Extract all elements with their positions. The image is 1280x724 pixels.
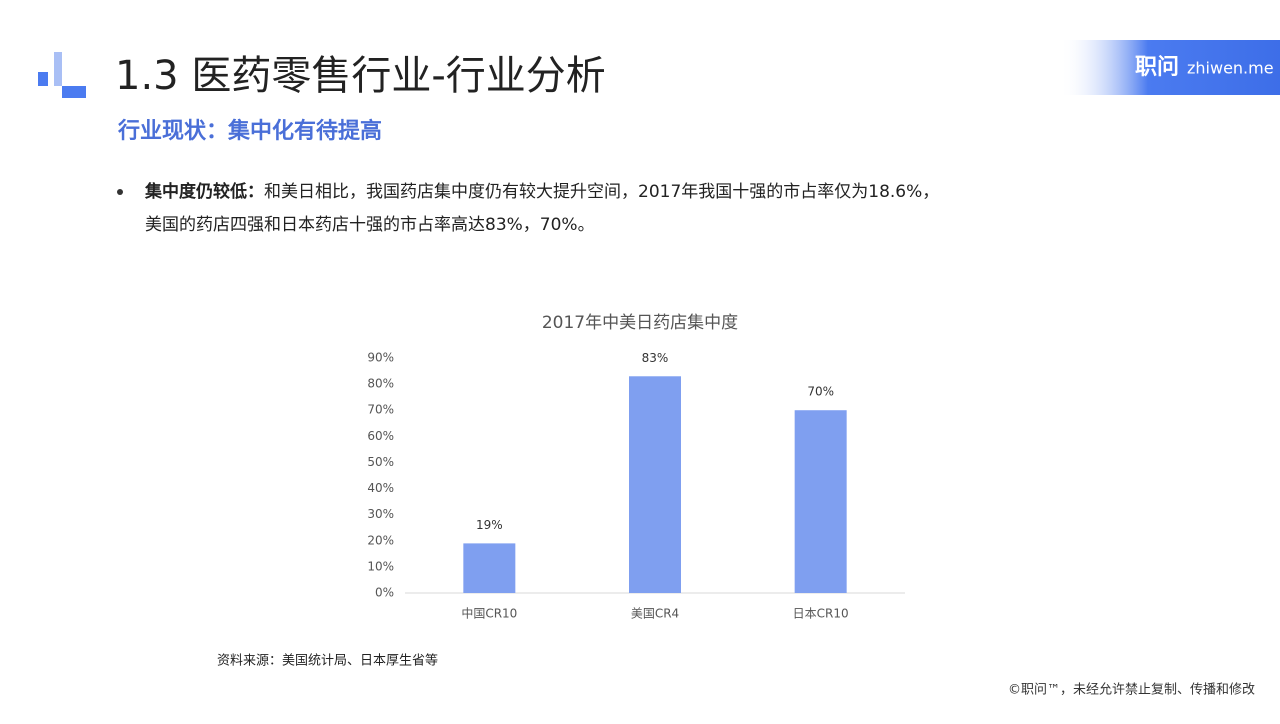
y-tick-label: 30% bbox=[367, 507, 394, 521]
y-tick-label: 90% bbox=[367, 351, 394, 365]
y-tick-label: 70% bbox=[367, 403, 394, 417]
y-tick-label: 50% bbox=[367, 455, 394, 469]
bar bbox=[794, 410, 847, 593]
slide-title: 1.3 医药零售行业-行业分析 bbox=[115, 53, 606, 99]
x-tick-label: 日本CR10 bbox=[793, 607, 849, 621]
slide-subtitle: 行业现状：集中化有待提高 bbox=[117, 118, 382, 144]
bar bbox=[629, 376, 681, 593]
y-tick-label: 20% bbox=[367, 533, 394, 547]
bullet-lead: 集中度仍较低： bbox=[144, 181, 264, 202]
data-label: 19% bbox=[476, 518, 503, 532]
x-tick-label: 中国CR10 bbox=[461, 606, 517, 621]
bullet-text: 美国的药店四强和日本药店十强的市占率高达83%，70%。 bbox=[145, 215, 595, 235]
data-label: 70% bbox=[807, 385, 834, 399]
brand-url: zhiwen.me bbox=[1187, 59, 1274, 78]
footer: ©职问™，未经允许禁止复制、传播和修改 bbox=[1008, 682, 1255, 698]
brand: 职问 bbox=[1135, 55, 1179, 80]
bullet-text: 和美日相比，我国药店集中度仍有较大提升空间，2017年我国十强的市占率仅为18.… bbox=[264, 182, 939, 202]
brand-banner bbox=[1060, 40, 1280, 95]
chart-title: 2017年中美日药店集中度 bbox=[542, 313, 738, 333]
y-tick-label: 0% bbox=[375, 586, 394, 600]
y-tick-label: 60% bbox=[367, 429, 394, 443]
data-label: 83% bbox=[642, 351, 669, 365]
bar bbox=[463, 543, 516, 593]
bullet-line: 集中度仍较低：和美日相比，我国药店集中度仍有较大提升空间，2017年我国十强的市… bbox=[144, 181, 939, 202]
y-tick-label: 10% bbox=[367, 559, 394, 573]
source: 资料来源：美国统计局、日本厚生省等 bbox=[217, 653, 438, 669]
logo-block bbox=[62, 86, 86, 98]
logo-block bbox=[54, 52, 62, 86]
y-tick-label: 80% bbox=[367, 377, 394, 391]
x-tick-label: 美国CR4 bbox=[631, 607, 679, 621]
logo-block bbox=[38, 72, 48, 86]
bullet-dot bbox=[117, 189, 123, 195]
y-tick-label: 40% bbox=[367, 481, 394, 495]
